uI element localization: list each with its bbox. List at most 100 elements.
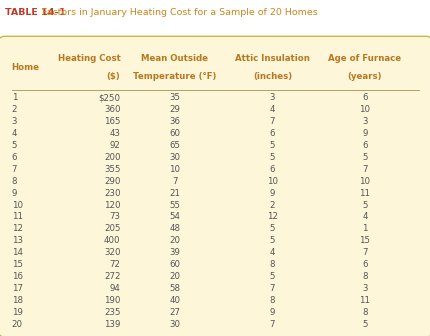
Text: 290: 290 [104, 177, 120, 186]
Text: 11: 11 [359, 188, 369, 198]
Text: (inches): (inches) [252, 72, 291, 81]
Text: 6: 6 [269, 129, 274, 138]
Text: 15: 15 [12, 260, 23, 269]
Text: 6: 6 [361, 93, 367, 102]
Text: 6: 6 [269, 165, 274, 174]
Text: 48: 48 [169, 224, 180, 234]
Text: 11: 11 [12, 212, 23, 221]
Text: 8: 8 [361, 308, 367, 317]
Text: 7: 7 [269, 284, 274, 293]
Text: 43: 43 [109, 129, 120, 138]
Text: 20: 20 [169, 272, 180, 281]
Text: 7: 7 [361, 248, 367, 257]
Text: 2: 2 [12, 105, 17, 114]
Text: 35: 35 [169, 93, 180, 102]
Text: 2: 2 [269, 201, 274, 210]
Text: 355: 355 [104, 165, 120, 174]
Text: 65: 65 [169, 141, 180, 150]
Text: 7: 7 [269, 320, 274, 329]
Text: 10: 10 [359, 105, 369, 114]
Text: 5: 5 [269, 224, 274, 234]
Text: 11: 11 [359, 296, 369, 305]
Text: (years): (years) [347, 72, 381, 81]
Text: 72: 72 [109, 260, 120, 269]
Text: 272: 272 [104, 272, 120, 281]
Text: 4: 4 [269, 105, 274, 114]
Text: 20: 20 [12, 320, 23, 329]
Text: 8: 8 [269, 296, 274, 305]
Text: 5: 5 [361, 320, 367, 329]
Text: Factors in January Heating Cost for a Sample of 20 Homes: Factors in January Heating Cost for a Sa… [36, 8, 317, 17]
Text: 5: 5 [269, 153, 274, 162]
Text: Attic Insulation: Attic Insulation [234, 54, 309, 63]
Text: 8: 8 [12, 177, 17, 186]
Text: 73: 73 [109, 212, 120, 221]
Text: 6: 6 [361, 260, 367, 269]
Text: 5: 5 [269, 141, 274, 150]
Text: 60: 60 [169, 129, 180, 138]
Text: 7: 7 [172, 177, 177, 186]
Text: 200: 200 [104, 153, 120, 162]
Text: 5: 5 [269, 236, 274, 245]
Text: Heating Cost: Heating Cost [58, 54, 120, 63]
Text: $250: $250 [98, 93, 120, 102]
Text: 18: 18 [12, 296, 23, 305]
Text: 21: 21 [169, 188, 180, 198]
Text: 120: 120 [104, 201, 120, 210]
Text: 16: 16 [12, 272, 23, 281]
Text: 20: 20 [169, 236, 180, 245]
Text: 29: 29 [169, 105, 180, 114]
Text: 7: 7 [361, 165, 367, 174]
Text: 39: 39 [169, 248, 180, 257]
Text: 14: 14 [12, 248, 23, 257]
Text: 8: 8 [269, 260, 274, 269]
Text: 94: 94 [109, 284, 120, 293]
Text: 10: 10 [12, 201, 23, 210]
Text: 9: 9 [269, 308, 274, 317]
Text: 54: 54 [169, 212, 180, 221]
Text: 17: 17 [12, 284, 23, 293]
Text: ($): ($) [107, 72, 120, 81]
Text: Home: Home [12, 63, 40, 72]
Text: 9: 9 [361, 129, 367, 138]
Text: 3: 3 [361, 117, 367, 126]
Text: 360: 360 [104, 105, 120, 114]
Text: 36: 36 [169, 117, 180, 126]
Text: 30: 30 [169, 153, 180, 162]
Text: 5: 5 [12, 141, 17, 150]
Text: 139: 139 [104, 320, 120, 329]
Text: 60: 60 [169, 260, 180, 269]
Text: 9: 9 [12, 188, 17, 198]
Text: 235: 235 [104, 308, 120, 317]
Text: 12: 12 [266, 212, 277, 221]
Text: 4: 4 [269, 248, 274, 257]
Text: 190: 190 [104, 296, 120, 305]
Text: 5: 5 [361, 153, 367, 162]
Text: 3: 3 [269, 93, 274, 102]
Text: 13: 13 [12, 236, 23, 245]
Text: 10: 10 [359, 177, 369, 186]
Text: 12: 12 [12, 224, 23, 234]
Text: Temperature (°F): Temperature (°F) [132, 72, 216, 81]
Text: 30: 30 [169, 320, 180, 329]
Text: 320: 320 [104, 248, 120, 257]
Text: 7: 7 [12, 165, 17, 174]
Text: 6: 6 [12, 153, 17, 162]
Text: 58: 58 [169, 284, 180, 293]
Text: 92: 92 [109, 141, 120, 150]
Text: 19: 19 [12, 308, 22, 317]
Text: 4: 4 [361, 212, 367, 221]
Text: Age of Furnace: Age of Furnace [328, 54, 401, 63]
Text: 15: 15 [359, 236, 369, 245]
Text: 40: 40 [169, 296, 180, 305]
Text: Mean Outside: Mean Outside [141, 54, 208, 63]
Text: 230: 230 [104, 188, 120, 198]
Text: 27: 27 [169, 308, 180, 317]
Text: 10: 10 [266, 177, 277, 186]
Text: 1: 1 [12, 93, 17, 102]
Text: 205: 205 [104, 224, 120, 234]
Text: 5: 5 [361, 201, 367, 210]
Text: TABLE 14–1: TABLE 14–1 [5, 8, 66, 17]
Text: 10: 10 [169, 165, 180, 174]
Text: 7: 7 [269, 117, 274, 126]
